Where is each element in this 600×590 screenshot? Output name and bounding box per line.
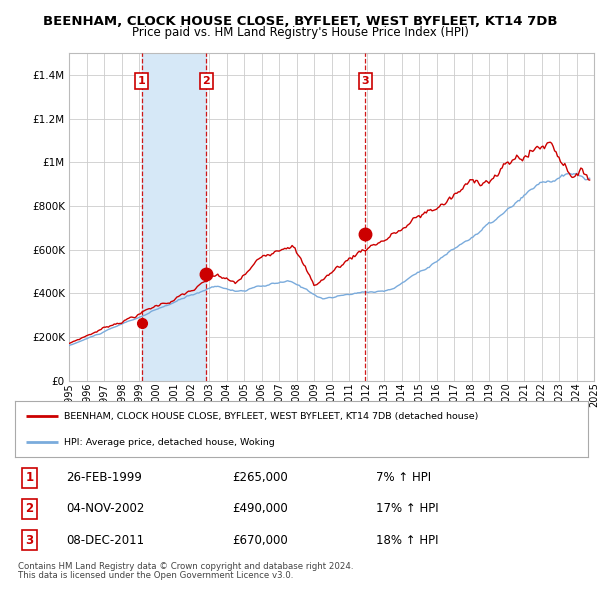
Text: 3: 3 xyxy=(361,76,369,86)
Text: £265,000: £265,000 xyxy=(233,471,289,484)
Text: 1: 1 xyxy=(25,471,34,484)
Text: BEENHAM, CLOCK HOUSE CLOSE, BYFLEET, WEST BYFLEET, KT14 7DB (detached house): BEENHAM, CLOCK HOUSE CLOSE, BYFLEET, WES… xyxy=(64,412,478,421)
Text: 18% ↑ HPI: 18% ↑ HPI xyxy=(376,533,439,546)
Text: 08-DEC-2011: 08-DEC-2011 xyxy=(67,533,145,546)
Text: £490,000: £490,000 xyxy=(233,502,289,516)
Text: 1: 1 xyxy=(138,76,145,86)
Text: 04-NOV-2002: 04-NOV-2002 xyxy=(67,502,145,516)
Text: 26-FEB-1999: 26-FEB-1999 xyxy=(67,471,142,484)
Text: 7% ↑ HPI: 7% ↑ HPI xyxy=(376,471,431,484)
Text: 2: 2 xyxy=(25,502,34,516)
Text: 2: 2 xyxy=(202,76,210,86)
Text: £670,000: £670,000 xyxy=(233,533,289,546)
Text: Contains HM Land Registry data © Crown copyright and database right 2024.: Contains HM Land Registry data © Crown c… xyxy=(18,562,353,571)
Text: 17% ↑ HPI: 17% ↑ HPI xyxy=(376,502,439,516)
Text: 3: 3 xyxy=(25,533,34,546)
Bar xyxy=(142,53,206,381)
Text: BEENHAM, CLOCK HOUSE CLOSE, BYFLEET, WEST BYFLEET, KT14 7DB: BEENHAM, CLOCK HOUSE CLOSE, BYFLEET, WES… xyxy=(43,15,557,28)
Text: This data is licensed under the Open Government Licence v3.0.: This data is licensed under the Open Gov… xyxy=(18,571,293,580)
Text: HPI: Average price, detached house, Woking: HPI: Average price, detached house, Woki… xyxy=(64,438,274,447)
Text: Price paid vs. HM Land Registry's House Price Index (HPI): Price paid vs. HM Land Registry's House … xyxy=(131,26,469,39)
